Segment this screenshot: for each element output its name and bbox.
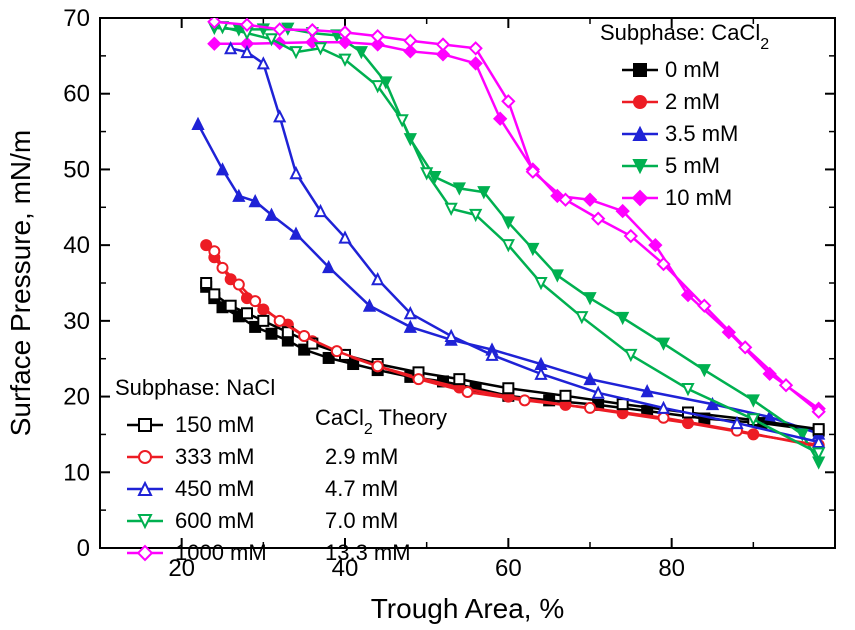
- legend-label: 2 mM: [665, 89, 720, 114]
- y-tick-label: 60: [63, 81, 90, 108]
- legend-label: 450 mM: [175, 476, 254, 501]
- legend-label: 600 mM: [175, 508, 254, 533]
- y-axis-label: Surface Pressure, mN/m: [5, 130, 36, 437]
- y-tick-label: 50: [63, 156, 90, 183]
- legend-label: 5 mM: [665, 153, 720, 178]
- legend-label: 150 mM: [175, 412, 254, 437]
- x-tick-label: 80: [658, 555, 685, 582]
- legend-label: 333 mM: [175, 444, 254, 469]
- legend-theory-value: 2.9 mM: [325, 444, 398, 469]
- x-tick-label: 60: [495, 555, 522, 582]
- legend-nacl-title: Subphase: NaCl: [115, 375, 275, 400]
- y-tick-label: 10: [63, 459, 90, 486]
- y-tick-label: 40: [63, 232, 90, 259]
- legend-theory-value: 13.3 mM: [325, 540, 411, 565]
- y-tick-label: 20: [63, 384, 90, 411]
- isotherm-chart: 20406080010203040506070Trough Area, %Sur…: [0, 0, 855, 630]
- y-tick-label: 30: [63, 308, 90, 335]
- x-axis-label: Trough Area, %: [371, 593, 565, 624]
- y-tick-label: 0: [77, 535, 90, 562]
- legend-label: 1000 mM: [175, 540, 267, 565]
- legend-label: 10 mM: [665, 185, 732, 210]
- y-tick-label: 70: [63, 5, 90, 32]
- legend-theory-value: 7.0 mM: [325, 508, 398, 533]
- legend-label: 3.5 mM: [665, 121, 738, 146]
- legend-theory-value: 4.7 mM: [325, 476, 398, 501]
- legend-label: 0 mM: [665, 57, 720, 82]
